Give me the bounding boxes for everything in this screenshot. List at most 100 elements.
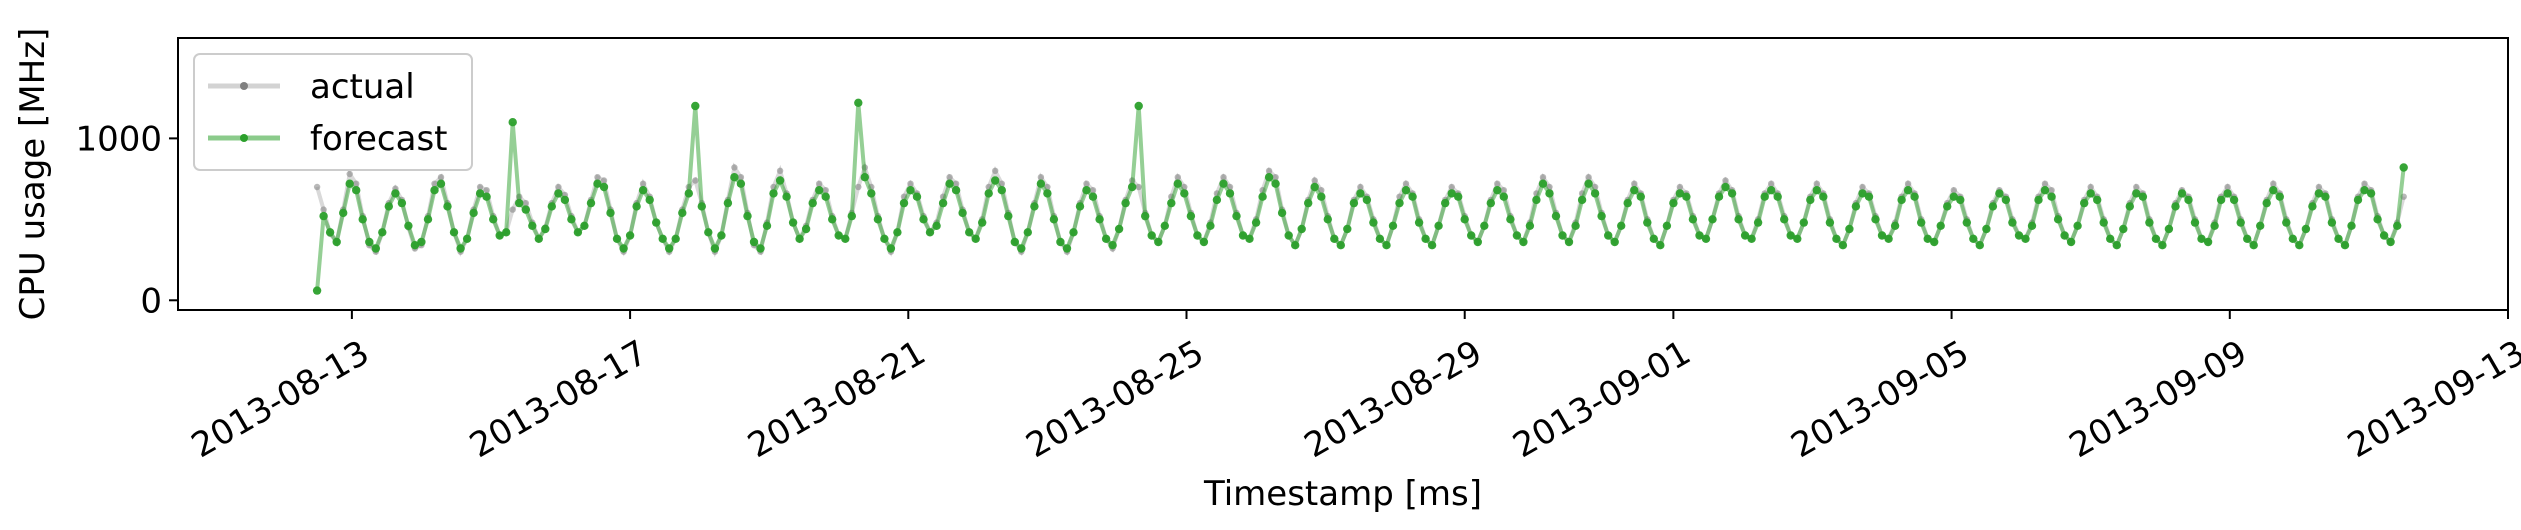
data-point-forecast	[2073, 221, 2082, 230]
data-point-forecast	[1525, 221, 1535, 230]
data-point-actual	[2315, 183, 2323, 191]
legend-box	[193, 53, 473, 171]
data-point-forecast	[2314, 189, 2324, 198]
data-point-forecast	[1780, 215, 1789, 224]
data-point-forecast	[1206, 221, 1215, 230]
data-point-forecast	[1590, 189, 1600, 198]
data-point-forecast	[534, 234, 543, 243]
data-point-forecast	[775, 176, 785, 185]
data-point-forecast	[1695, 231, 1704, 240]
data-point-forecast	[1845, 224, 1854, 234]
data-point-forecast	[1414, 218, 1424, 227]
data-point-forecast	[958, 208, 967, 218]
data-point-actual	[1859, 183, 1866, 191]
data-point-forecast	[769, 189, 778, 198]
data-point-actual	[1768, 180, 1775, 187]
data-point-forecast	[1656, 241, 1665, 250]
data-point-forecast	[1630, 186, 1639, 195]
data-point-forecast	[2216, 195, 2226, 205]
data-point-actual	[1265, 167, 1273, 174]
data-point-forecast	[978, 218, 987, 227]
data-point-forecast	[2197, 234, 2206, 243]
data-point-forecast	[345, 179, 354, 188]
legend: actual forecast	[193, 53, 473, 171]
data-point-actual	[776, 167, 784, 174]
data-point-forecast	[665, 244, 674, 253]
data-point-forecast	[521, 205, 530, 214]
data-point-forecast	[965, 228, 974, 237]
data-point-forecast	[2190, 218, 2200, 227]
data-point-forecast	[632, 202, 641, 211]
data-point-forecast	[1727, 189, 1737, 198]
data-point-forecast	[515, 198, 524, 208]
data-point-actual	[431, 180, 438, 187]
data-point-forecast	[1988, 202, 1998, 211]
data-point-forecast	[932, 221, 941, 230]
data-point-actual	[1448, 183, 1455, 191]
data-point-forecast	[1884, 234, 1893, 243]
data-point-forecast	[1486, 198, 1496, 208]
data-point-forecast	[586, 198, 596, 208]
data-point-forecast	[332, 237, 341, 247]
legend-forecast-marker	[240, 134, 248, 142]
data-point-actual	[600, 177, 608, 184]
data-point-forecast	[1264, 173, 1274, 182]
data-point-forecast	[2223, 189, 2232, 198]
data-point-forecast	[1903, 186, 1913, 195]
data-point-forecast	[1017, 244, 1026, 253]
data-point-forecast	[1538, 179, 1548, 188]
legend-actual-marker	[240, 82, 248, 90]
data-point-actual	[483, 187, 490, 194]
data-point-forecast	[1297, 224, 1306, 234]
data-point-forecast	[2386, 237, 2395, 247]
data-point-forecast	[2112, 241, 2121, 250]
data-point-forecast	[1519, 237, 1528, 247]
data-point-forecast	[2080, 198, 2089, 208]
data-point-forecast	[417, 237, 426, 247]
data-point-forecast	[1662, 221, 1672, 230]
data-point-forecast	[371, 244, 380, 253]
data-point-actual	[1722, 177, 1729, 184]
data-point-forecast	[2177, 189, 2187, 198]
data-point-forecast	[312, 286, 322, 295]
data-point-forecast	[2119, 224, 2128, 234]
data-point-forecast	[430, 186, 439, 195]
data-point-forecast	[1688, 215, 1698, 224]
data-point-forecast	[2308, 202, 2317, 211]
data-point-forecast	[893, 228, 902, 237]
data-point-forecast	[2269, 186, 2278, 195]
data-point-forecast	[1864, 192, 1874, 201]
data-point-forecast	[1714, 192, 1724, 201]
data-point-forecast	[1943, 202, 1952, 211]
data-point-forecast	[1284, 231, 1293, 240]
data-point-forecast	[925, 228, 935, 237]
data-point-forecast	[1799, 218, 1809, 227]
data-point-forecast	[762, 221, 772, 230]
data-point-forecast	[821, 192, 830, 201]
data-point-forecast	[1258, 192, 1267, 201]
data-point-forecast	[599, 182, 609, 192]
data-point-forecast	[984, 189, 993, 198]
data-point-forecast	[2249, 241, 2258, 250]
data-point-actual	[907, 180, 914, 187]
data-point-forecast	[1186, 211, 1196, 221]
data-point-forecast	[788, 218, 798, 227]
data-point-forecast	[1121, 198, 1130, 208]
data-point-forecast	[1858, 189, 1867, 198]
data-point-actual	[992, 167, 999, 174]
x-axis: 2013-08-13 2013-08-17 2013-08-21 2013-08-25…	[185, 310, 2521, 466]
data-point-actual	[2270, 180, 2277, 187]
data-point-forecast	[1199, 237, 1209, 247]
data-point-forecast	[1467, 231, 1476, 240]
data-point-forecast	[2262, 198, 2271, 208]
data-point-actual	[692, 177, 699, 184]
data-point-forecast	[1493, 186, 1502, 195]
data-point-actual	[1089, 187, 1097, 194]
data-point-forecast	[2360, 186, 2369, 195]
data-point-actual	[1676, 183, 1684, 191]
data-point-forecast	[1245, 234, 1254, 243]
data-point-forecast	[1271, 179, 1280, 188]
data-point-forecast	[2001, 195, 2011, 205]
data-point-forecast	[1128, 182, 1137, 192]
data-point-actual	[2041, 180, 2049, 187]
